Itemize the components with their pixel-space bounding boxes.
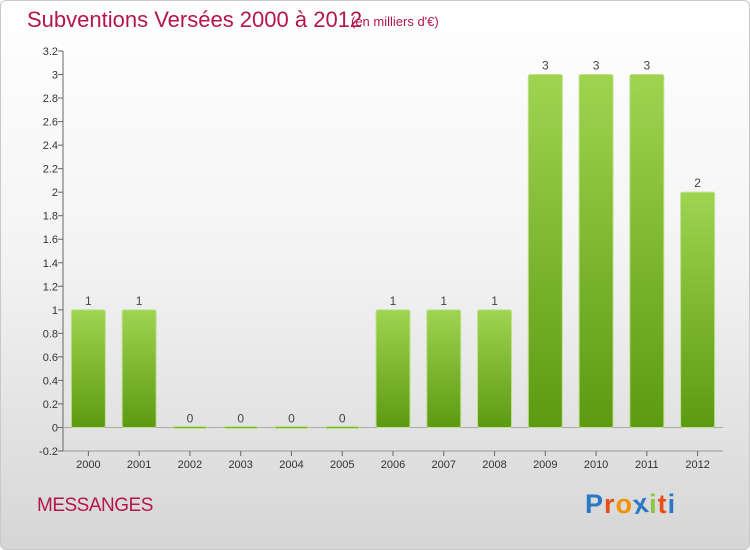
y-tick-label: 1.6: [43, 234, 58, 246]
chart-unit-note: (en milliers d'€): [351, 14, 439, 29]
y-tick-label: 2.8: [43, 93, 58, 105]
logo-letter: i: [667, 489, 677, 519]
x-tick-label: 2007: [432, 459, 456, 471]
x-tick-label: 2011: [635, 459, 659, 471]
bar-2012[interactable]: [680, 191, 716, 428]
data-label: 3: [593, 59, 600, 73]
data-label: 1: [136, 294, 143, 308]
data-label: 0: [237, 411, 244, 425]
y-tick-label: 2.2: [43, 164, 58, 176]
bar-2005[interactable]: [324, 425, 360, 429]
y-tick-label: 2: [52, 187, 58, 199]
proxiti-logo[interactable]: Proxiti: [585, 488, 677, 520]
bar-2001[interactable]: [121, 309, 157, 428]
bar-2008[interactable]: [477, 309, 513, 428]
bars: 1 1 0 0 0 0 1 1 1 3 3 3 2: [70, 59, 716, 429]
y-tick-label: -0.2: [39, 446, 58, 458]
logo-letter: o: [615, 489, 634, 519]
x-tick-label: 2003: [228, 459, 252, 471]
y-tick-label: 3: [52, 70, 58, 82]
bar-2004[interactable]: [273, 425, 309, 429]
data-label: 1: [491, 294, 498, 308]
bar-2011[interactable]: [629, 74, 665, 428]
x-tick-label: 2000: [76, 459, 100, 471]
y-tick-label: 2.6: [43, 117, 58, 129]
data-label: 2: [694, 176, 701, 190]
x-tick-label: 2001: [127, 459, 151, 471]
y-tick-label: 1.2: [43, 281, 58, 293]
data-label: 3: [542, 59, 549, 73]
commune-name: MESSANGES: [37, 495, 153, 516]
y-tick-label: 2.4: [43, 140, 58, 152]
logo-letter: t: [657, 489, 668, 519]
data-label: 0: [339, 411, 346, 425]
y-tick-label: 1: [52, 305, 58, 317]
bar-2007[interactable]: [426, 309, 462, 428]
data-label: 1: [440, 294, 447, 308]
y-tick-label: 0: [52, 422, 58, 434]
data-label: 1: [85, 294, 92, 308]
x-tick-label: 2006: [381, 459, 405, 471]
x-tick-label: 2009: [533, 459, 557, 471]
bar-2009[interactable]: [527, 74, 563, 428]
y-tick-label: 0.6: [43, 352, 58, 364]
logo-letter: i: [649, 489, 658, 519]
bar-2002[interactable]: [172, 425, 208, 429]
bar-2006[interactable]: [375, 309, 411, 428]
x-tick-label: 2002: [178, 459, 202, 471]
x-tick-label: 2010: [584, 459, 608, 471]
y-tick-label: 0.4: [43, 375, 58, 387]
chart-title: Subventions Versées 2000 à 2012: [27, 7, 363, 32]
x-axis: 2000 2001 2002 2003 2004 2005 2006 2007 2008 2009…: [63, 426, 723, 471]
x-tick-label: 2012: [685, 459, 709, 471]
data-label: 0: [187, 411, 194, 425]
x-tick-label: 2008: [482, 459, 506, 471]
data-label: 0: [288, 411, 295, 425]
y-tick-label: 1.8: [43, 211, 58, 223]
y-axis: -0.2 0 0.2 0.4 0.6 0.8 1 1.2 1.4 1.6 1.8 2 2.2 2.4 2.6…: [39, 46, 64, 458]
y-tick-label: 3.2: [43, 46, 58, 58]
data-label: 1: [390, 294, 397, 308]
logo-letter: P: [585, 489, 605, 519]
bar-2000[interactable]: [70, 309, 106, 428]
x-tick-label: 2004: [279, 459, 303, 471]
y-tick-label: 1.4: [43, 258, 58, 270]
bar-2010[interactable]: [578, 74, 614, 428]
bar-2003[interactable]: [223, 425, 259, 429]
x-tick-label: 2005: [330, 459, 354, 471]
y-tick-label: 0.8: [43, 328, 58, 340]
data-label: 3: [644, 59, 651, 73]
y-tick-label: 0.2: [43, 399, 58, 411]
logo-letter: r: [604, 489, 616, 519]
